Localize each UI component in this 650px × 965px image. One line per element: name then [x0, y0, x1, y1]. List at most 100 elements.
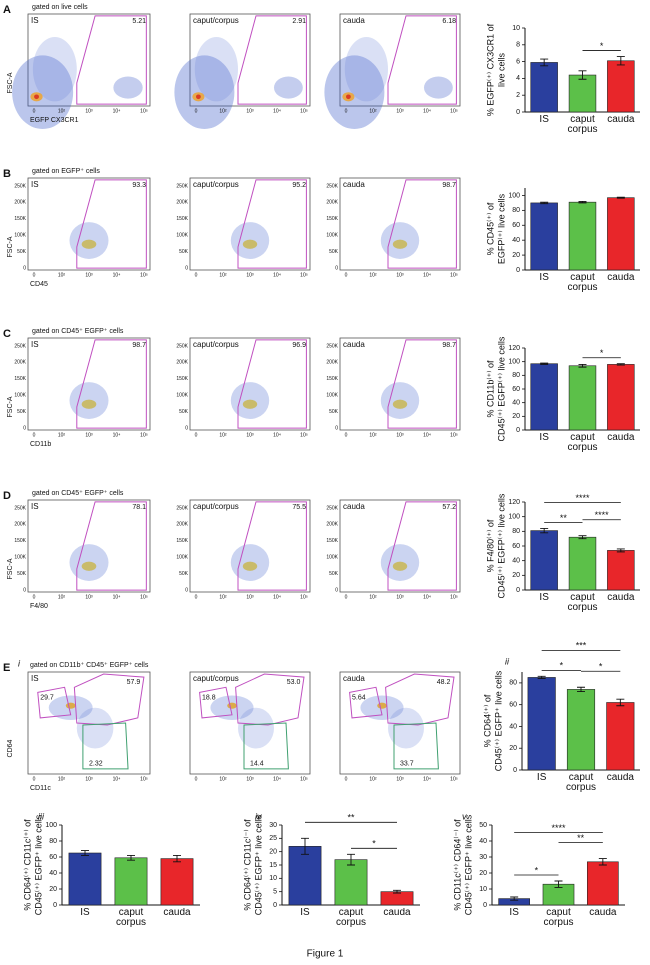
- flow-y-label: FSC-A: [7, 558, 14, 579]
- flow-y-tick: 150K: [14, 216, 26, 222]
- error-bar: [127, 854, 135, 861]
- flow-x-tick: 10⁵: [140, 272, 148, 278]
- flow-y-tick: 250K: [176, 343, 188, 349]
- y-tick-label: 20: [512, 572, 520, 579]
- x-tick-label: caput corpus: [567, 273, 598, 293]
- flow-plot: caput/corpus 95.2 0 10² 10³ 10⁴ 10⁵ 250K 200K 150…: [176, 177, 311, 278]
- density-blob: [388, 707, 424, 749]
- y-axis-label: CD45⁽⁺⁾ EGFP⁽⁺⁾ live cells: [496, 336, 506, 441]
- gate-percent: 5.64: [352, 694, 366, 701]
- x-tick-label: cauda: [589, 908, 617, 918]
- gate-percent: 6.18: [442, 18, 456, 25]
- bar: [288, 846, 322, 906]
- flow-x-tick: 0: [195, 776, 198, 782]
- flow-x-tick: 10⁴: [273, 272, 281, 278]
- sample-name: caput/corpus: [193, 340, 239, 349]
- flow-x-tick: 10²: [219, 776, 227, 782]
- y-axis-label: CD45⁽⁺⁾ EGFP⁺ live cells: [463, 814, 473, 915]
- flow-x-tick: 10³: [246, 108, 254, 114]
- y-tick-label: 20: [512, 252, 520, 259]
- flow-plot: cauda 6.18 0 10² 10³ 10⁴ 10⁵: [324, 13, 461, 130]
- flow-x-tick: 10⁴: [113, 776, 121, 782]
- plot-frame: [339, 13, 461, 107]
- flow-y-tick: 150K: [176, 376, 188, 382]
- x-tick-label: IS: [80, 908, 90, 918]
- y-tick-label: 40: [509, 723, 517, 730]
- flow-y-tick: 200K: [14, 200, 26, 206]
- flow-x-tick: 10⁵: [300, 594, 308, 600]
- flow-x-label: CD11c: [30, 785, 51, 792]
- flow-x-tick: 10⁵: [300, 272, 308, 278]
- flow-x-tick: 10⁵: [140, 776, 148, 782]
- x-tick-label-box: caput corpus: [567, 593, 597, 613]
- plot-frame: [27, 13, 151, 107]
- x-tick-label: caput corpus: [115, 908, 146, 928]
- y-tick-label: 100: [508, 514, 520, 521]
- flow-x-tick: 0: [33, 432, 36, 438]
- plot-frame: [339, 337, 461, 431]
- flow-x-tick: 10⁵: [450, 432, 458, 438]
- error-bar: [554, 880, 563, 888]
- gate-percent: 98.7: [132, 342, 146, 349]
- bar-chart: 0 2 4 6 8 10 % EGFP⁽⁺⁾ CX3CR1 of live cells IS ca…: [485, 23, 640, 135]
- y-tick-label: 0: [483, 902, 487, 909]
- density-blob: [81, 399, 97, 409]
- y-tick-label: 10: [269, 875, 277, 882]
- flow-plot: IS 78.1 0 10² 10³ 10⁴ 10⁵ 250K 200K 150K 100K 50K 0: [14, 499, 151, 600]
- y-tick-label: 40: [512, 237, 520, 244]
- flow-x-tick: 10³: [85, 776, 93, 782]
- flow-y-tick: 150K: [14, 376, 26, 382]
- bar: [568, 536, 597, 591]
- y-tick-label: 30: [479, 854, 487, 861]
- flow-x-tick: 10³: [246, 272, 254, 278]
- bar: [530, 363, 558, 431]
- x-tick-label-box: IS: [300, 908, 310, 918]
- flow-x-tick: 0: [345, 272, 348, 278]
- flow-x-tick: 10³: [85, 432, 93, 438]
- subpanel-label: iii: [38, 811, 45, 821]
- subpanel-label: v: [462, 811, 467, 821]
- flow-x-tick: 10⁴: [423, 432, 431, 438]
- error-bar: [578, 70, 587, 80]
- flow-y-tick: 150K: [326, 216, 338, 222]
- significance-label: **: [560, 513, 568, 523]
- bar: [607, 550, 635, 591]
- flow-y-tick: 0: [335, 587, 338, 593]
- y-tick-label: 20: [269, 849, 277, 856]
- flow-x-tick: 10³: [396, 594, 404, 600]
- error-bar: [578, 363, 587, 368]
- flow-x-tick: 0: [195, 594, 198, 600]
- gate: [37, 686, 72, 719]
- x-tick-label: cauda: [607, 115, 635, 125]
- y-tick-label: 80: [512, 207, 520, 214]
- density-blob: [34, 94, 39, 100]
- x-tick-label-box: caput corpus: [567, 115, 597, 135]
- y-tick-label: 40: [512, 400, 520, 407]
- flow-plot: caput/corpus 96.9 0 10² 10³ 10⁴ 10⁵ 250K 200K 150…: [176, 337, 311, 438]
- sample-name: IS: [31, 502, 39, 511]
- x-tick-label-box: cauda: [607, 773, 634, 783]
- flow-y-tick: 250K: [326, 343, 338, 349]
- significance-label: ***: [576, 641, 587, 651]
- density-blob: [242, 561, 258, 571]
- flow-y-tick: 200K: [14, 522, 26, 528]
- plot-frame: [339, 177, 461, 271]
- bar: [606, 702, 635, 771]
- error-bar: [540, 362, 549, 365]
- sample-name: caput/corpus: [193, 502, 239, 511]
- y-tick-label: 25: [269, 835, 277, 842]
- x-tick-label: IS: [300, 908, 310, 918]
- subpanel-label: ii: [505, 656, 510, 666]
- y-tick-label: 0: [516, 587, 520, 594]
- y-axis-label: CD45⁽⁺⁾ EGFP⁽⁺⁾ live cells: [496, 493, 506, 598]
- bar: [527, 677, 556, 771]
- density-blob: [392, 239, 408, 249]
- y-tick-label: 80: [509, 680, 517, 687]
- x-tick-label-box: IS: [539, 433, 548, 443]
- flow-x-tick: 10²: [219, 272, 227, 278]
- flow-y-tick: 200K: [176, 522, 188, 528]
- subpanel-label: iv: [255, 811, 262, 821]
- x-tick-label-box: caput corpus: [567, 273, 598, 293]
- flow-y-tick: 50K: [329, 571, 339, 577]
- y-tick-label: 80: [512, 528, 520, 535]
